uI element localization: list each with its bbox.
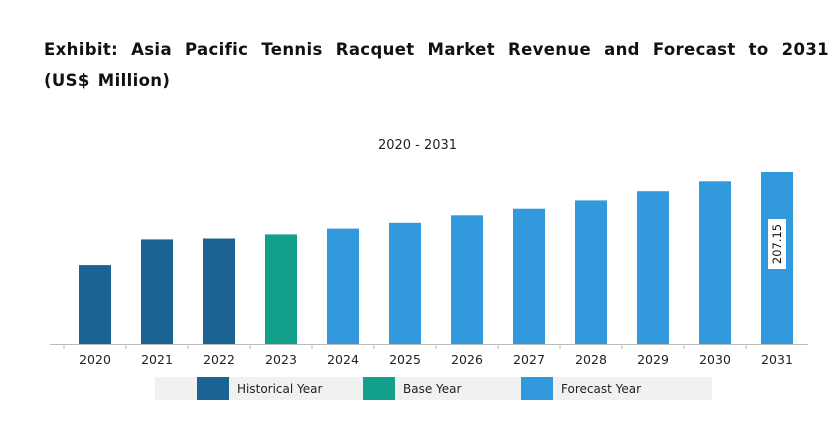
legend-item-base: Base Year — [363, 377, 461, 400]
x-tick-label-2026: 2026 — [451, 352, 483, 367]
x-tick-label-2029: 2029 — [637, 352, 669, 367]
legend-label-historical: Historical Year — [237, 381, 323, 396]
x-tick-label-2025: 2025 — [389, 352, 421, 367]
bar-2022 — [203, 238, 235, 344]
legend-label-forecast: Forecast Year — [561, 381, 641, 396]
legend-swatch-base — [363, 377, 395, 400]
data-label-2031: 207.15 — [768, 219, 786, 269]
x-tick-label-2022: 2022 — [203, 352, 235, 367]
bar-2027 — [513, 208, 545, 344]
bar-2024 — [327, 228, 359, 344]
legend — [155, 377, 712, 400]
x-axis: 2020 2021 2022 2023 2024 2025 2026 2027 2028 2029… — [50, 344, 808, 367]
x-tick-label-2031: 2031 — [761, 352, 793, 367]
x-tick-label-2021: 2021 — [141, 352, 173, 367]
legend-item-forecast: Forecast Year — [521, 377, 641, 400]
chart-subtitle: 2020 - 2031 — [377, 138, 458, 153]
x-tick-label-2030: 2030 — [699, 352, 731, 367]
bar-2028 — [575, 200, 607, 344]
bar-2020 — [79, 265, 111, 344]
bar-2029 — [637, 191, 669, 344]
bar-2021 — [141, 239, 173, 344]
data-label-bg — [768, 219, 786, 269]
x-tick-label-2020: 2020 — [79, 352, 111, 367]
bar-2030 — [699, 181, 731, 344]
data-labels: 207.15 — [768, 219, 786, 269]
legend-swatch-historical — [197, 377, 229, 400]
x-tick-label-2028: 2028 — [575, 352, 607, 367]
data-label-text: 207.15 — [770, 224, 784, 264]
legend-item-historical: Historical Year — [197, 377, 322, 400]
bar-2023 — [265, 234, 297, 344]
bar-2026 — [451, 215, 483, 344]
x-tick-label-2024: 2024 — [327, 352, 359, 367]
chart-title: Exhibit: Asia Pacific Tennis Racquet Mar… — [44, 40, 829, 90]
bars-group — [79, 172, 793, 344]
bar-2025 — [389, 222, 421, 344]
x-tick-label-2027: 2027 — [513, 352, 545, 367]
legend-swatch-forecast — [521, 377, 553, 400]
x-tick-label-2023: 2023 — [265, 352, 297, 367]
legend-label-base: Base Year — [403, 381, 462, 396]
